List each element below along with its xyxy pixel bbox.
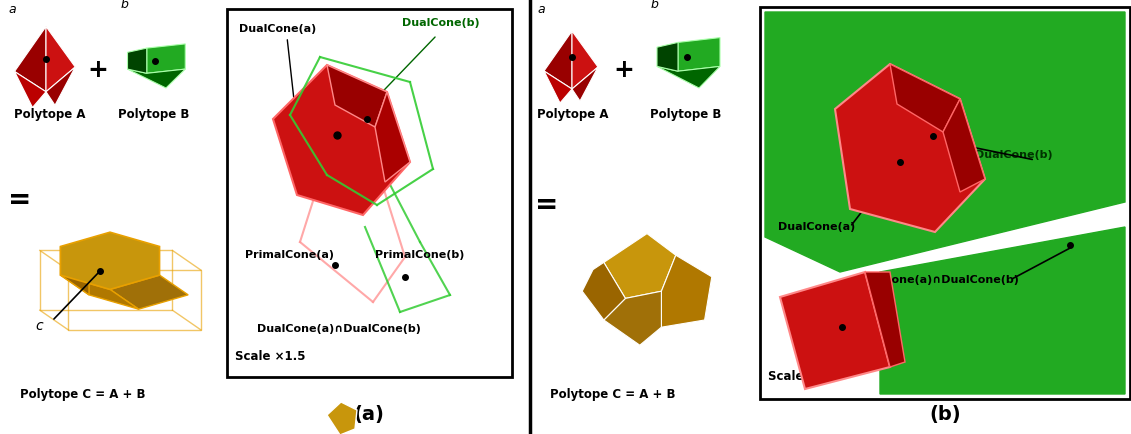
Polygon shape bbox=[657, 67, 720, 89]
Polygon shape bbox=[544, 32, 572, 90]
Polygon shape bbox=[110, 276, 188, 309]
Text: $c$: $c$ bbox=[35, 318, 44, 332]
Polygon shape bbox=[375, 93, 411, 183]
Text: Scale ×1.5: Scale ×1.5 bbox=[235, 349, 305, 362]
Text: (a): (a) bbox=[354, 404, 385, 423]
Text: DualCone(a)∩DualCone(b): DualCone(a)∩DualCone(b) bbox=[257, 323, 421, 333]
Polygon shape bbox=[943, 100, 985, 193]
Polygon shape bbox=[327, 402, 357, 434]
Polygon shape bbox=[60, 233, 159, 290]
Polygon shape bbox=[780, 273, 890, 389]
Polygon shape bbox=[46, 68, 76, 106]
Polygon shape bbox=[128, 49, 147, 74]
Text: Polytope A: Polytope A bbox=[14, 108, 86, 121]
Polygon shape bbox=[128, 70, 185, 89]
Text: DualCone(a)∩DualCone(b): DualCone(a)∩DualCone(b) bbox=[855, 274, 1019, 284]
Polygon shape bbox=[865, 273, 905, 367]
Polygon shape bbox=[835, 65, 985, 233]
Polygon shape bbox=[657, 43, 677, 72]
FancyBboxPatch shape bbox=[760, 8, 1130, 399]
Polygon shape bbox=[880, 227, 1125, 394]
Text: +: + bbox=[87, 58, 109, 82]
Text: $b$: $b$ bbox=[120, 0, 129, 11]
Text: $a$: $a$ bbox=[537, 3, 546, 16]
Polygon shape bbox=[582, 263, 625, 320]
Polygon shape bbox=[15, 72, 46, 108]
Text: (b): (b) bbox=[930, 404, 961, 423]
Text: +: + bbox=[613, 58, 634, 82]
Polygon shape bbox=[604, 292, 662, 345]
Text: PrimalCone(a): PrimalCone(a) bbox=[245, 250, 334, 260]
Text: Polytope C = A + B: Polytope C = A + B bbox=[550, 387, 675, 400]
Polygon shape bbox=[60, 276, 139, 309]
Polygon shape bbox=[572, 32, 598, 90]
Text: Polytope B: Polytope B bbox=[118, 108, 189, 121]
Polygon shape bbox=[327, 66, 387, 128]
Text: Polytope B: Polytope B bbox=[650, 108, 722, 121]
Polygon shape bbox=[273, 66, 411, 216]
Text: DualCone(a): DualCone(a) bbox=[778, 221, 855, 231]
Polygon shape bbox=[46, 27, 76, 92]
Text: $b$: $b$ bbox=[650, 0, 659, 11]
FancyBboxPatch shape bbox=[227, 10, 512, 377]
Text: Scale ×1.5: Scale ×1.5 bbox=[768, 369, 838, 382]
Polygon shape bbox=[677, 39, 720, 72]
Polygon shape bbox=[890, 65, 960, 133]
Text: Polytope A: Polytope A bbox=[537, 108, 608, 121]
Text: =: = bbox=[535, 191, 559, 218]
Text: $a$: $a$ bbox=[8, 3, 17, 16]
Polygon shape bbox=[544, 72, 572, 104]
Polygon shape bbox=[572, 68, 598, 102]
Polygon shape bbox=[765, 13, 1125, 273]
Text: Polytope C = A + B: Polytope C = A + B bbox=[20, 387, 146, 400]
Text: =: = bbox=[8, 186, 32, 214]
Text: DualCone(a): DualCone(a) bbox=[239, 24, 317, 34]
Text: DualCone(b): DualCone(b) bbox=[975, 150, 1053, 160]
Text: PrimalCone(b): PrimalCone(b) bbox=[375, 250, 465, 260]
Polygon shape bbox=[662, 256, 711, 327]
Polygon shape bbox=[15, 27, 46, 92]
Polygon shape bbox=[604, 234, 676, 299]
Polygon shape bbox=[147, 45, 185, 74]
Polygon shape bbox=[60, 247, 89, 295]
Text: DualCone(b): DualCone(b) bbox=[402, 18, 480, 28]
